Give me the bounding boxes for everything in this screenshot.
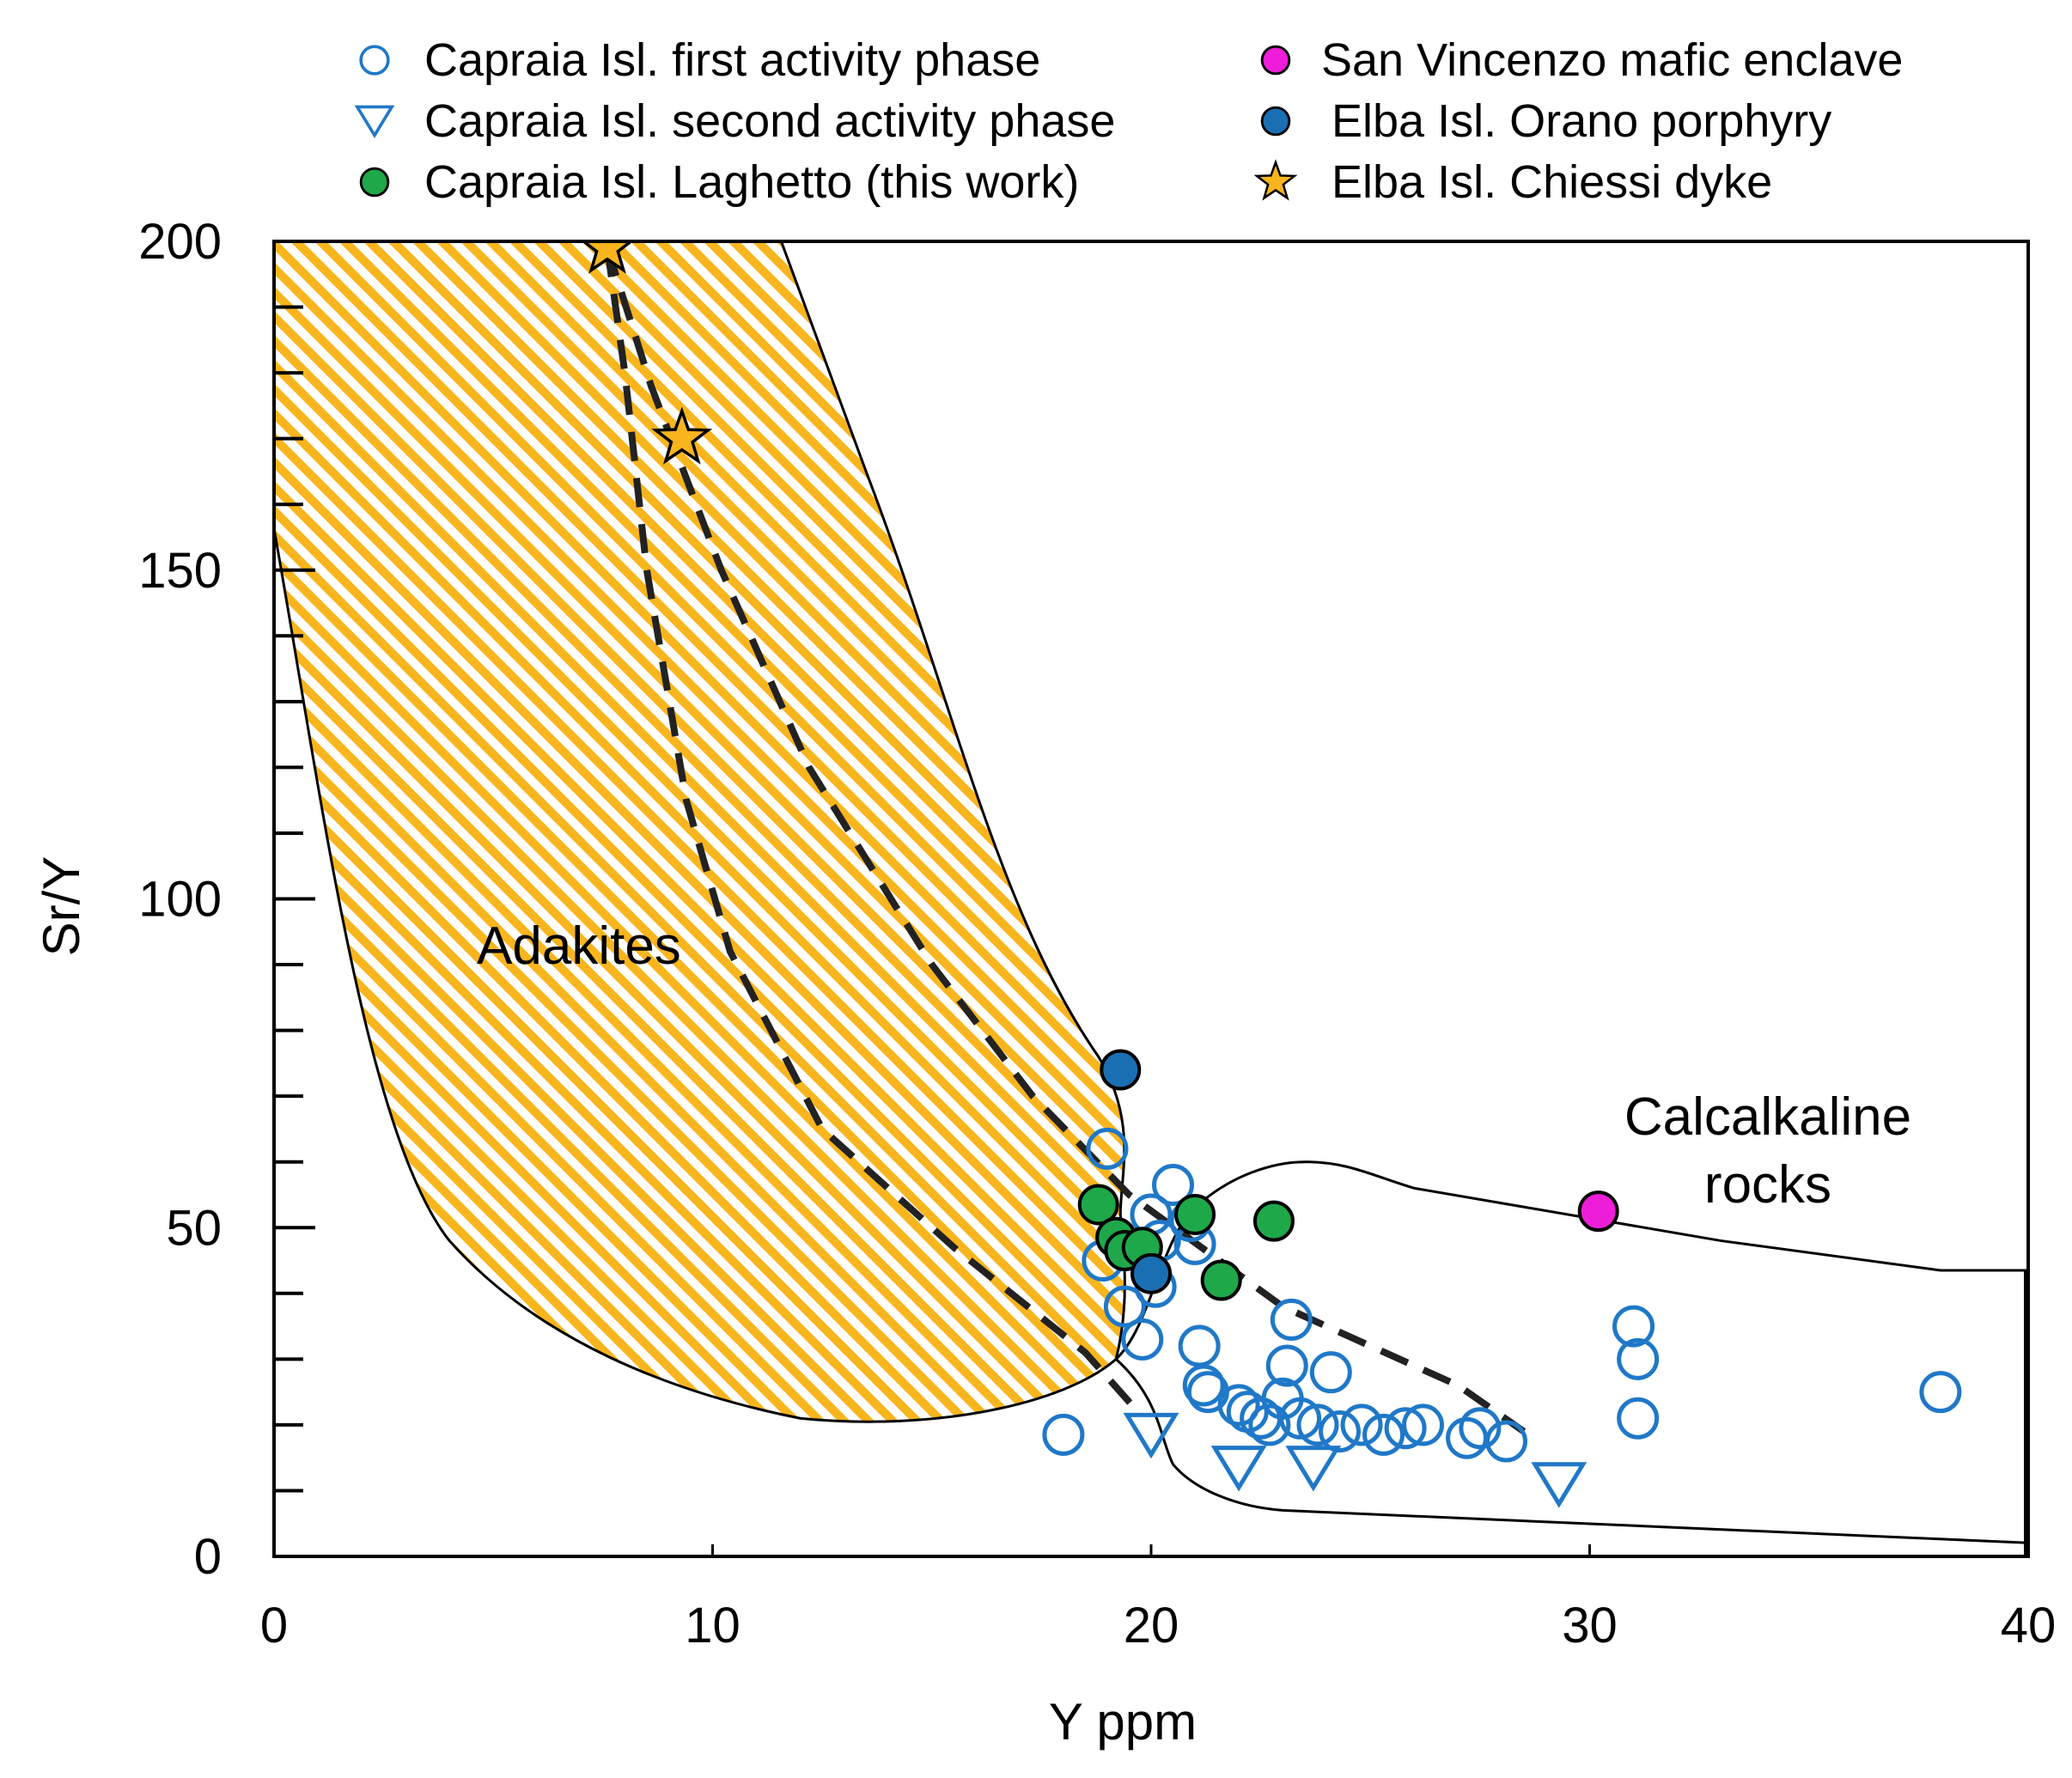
data-point-s0-23 — [1309, 1351, 1352, 1394]
x-axis-title: Y ppm — [1049, 1693, 1197, 1751]
data-point-s5-0 — [581, 241, 634, 274]
data-point-s1-1 — [1210, 1446, 1267, 1492]
data-point-s0-33 — [1617, 1337, 1660, 1380]
data-point-s2-6 — [1200, 1259, 1242, 1301]
data-point-s0-35 — [1919, 1371, 1962, 1414]
data-point-s0-3 — [1103, 1285, 1146, 1328]
x-tick-label: 30 — [1562, 1598, 1618, 1653]
data-point-s2-5 — [1252, 1200, 1295, 1242]
trend-2-line — [604, 247, 1527, 1434]
legend-marker-shape — [359, 167, 390, 198]
legend-marker-laghetto — [359, 167, 390, 198]
data-point-s0-32 — [1612, 1305, 1655, 1348]
y-tick-label: 150 — [138, 543, 222, 599]
legend-marker-second-phase — [354, 105, 395, 139]
data-point-s0-31 — [1485, 1420, 1528, 1463]
calcalkaline-label-line1: Calcalkaline — [1624, 1087, 1911, 1147]
legend-marker-chiessi — [1253, 159, 1298, 201]
data-point-s0-30 — [1459, 1407, 1502, 1450]
data-point-s2-0 — [1077, 1184, 1119, 1226]
legend-item-first-phase: Capraia Isl. first activity phase — [359, 34, 1040, 86]
data-point-s0-4 — [1121, 1318, 1164, 1361]
legend-item-orano: Elba Isl. Orano porphyry — [1260, 95, 1831, 147]
legend-marker-shape — [1253, 159, 1298, 201]
y-tick-label: 200 — [138, 214, 222, 270]
x-tick-label: 10 — [685, 1598, 740, 1653]
data-point-s0-11 — [1178, 1324, 1221, 1367]
data-point-s0-0 — [1042, 1413, 1085, 1456]
data-point-s0-8 — [1152, 1163, 1195, 1206]
x-tick-label: 0 — [260, 1598, 288, 1653]
data-point-s0-34 — [1617, 1397, 1660, 1440]
x-tick-label: 20 — [1124, 1598, 1179, 1653]
y-tick-label: 0 — [194, 1529, 222, 1585]
data-point-s4-0 — [1100, 1049, 1142, 1091]
legend-label-orano: Elba Isl. Orano porphyry — [1332, 95, 1831, 147]
y-axis-title: Sr/Y — [33, 856, 90, 957]
data-point-s0-14 — [1217, 1384, 1260, 1427]
axes: 0 10 20 30 40 0 50 100 150 200 — [138, 214, 2056, 1653]
legend-marker-shape — [1260, 106, 1291, 137]
data-point-s0-25 — [1340, 1404, 1383, 1446]
legend: Capraia Isl. first activity phase Caprai… — [354, 34, 1903, 208]
legend-item-second-phase: Capraia Isl. second activity phase — [354, 95, 1115, 147]
data-point-s0-26 — [1362, 1413, 1405, 1456]
y-tick-label: 100 — [138, 872, 222, 928]
data-point-s3-0 — [1577, 1190, 1619, 1233]
data-point-s1-2 — [1285, 1446, 1342, 1492]
data-point-s0-17 — [1248, 1404, 1291, 1446]
legend-item-laghetto: Capraia Isl. Laghetto (this work) — [359, 156, 1079, 208]
data-point-s4-1 — [1130, 1252, 1172, 1294]
legend-item-chiessi: Elba Isl. Chiessi dyke — [1253, 156, 1772, 208]
legend-label-laghetto: Capraia Isl. Laghetto (this work) — [424, 156, 1079, 208]
adakites-label: Adakites — [477, 916, 681, 976]
data-point-s0-24 — [1319, 1410, 1362, 1453]
legend-item-san-vincenzo: San Vincenzo mafic enclave — [1260, 34, 1903, 86]
x-tick-label: 40 — [2001, 1598, 2057, 1653]
data-point-s0-20 — [1270, 1298, 1313, 1341]
data-point-s0-12 — [1182, 1364, 1225, 1407]
calcalkaline-field — [1115, 1160, 2028, 1544]
legend-label-first-phase: Capraia Isl. first activity phase — [424, 34, 1040, 86]
legend-marker-shape — [354, 105, 395, 139]
trend-1-line — [604, 247, 1141, 1415]
data-point-s0-21 — [1279, 1397, 1322, 1440]
data-point-s0-27 — [1384, 1407, 1427, 1450]
data-point-s0-22 — [1296, 1404, 1339, 1446]
legend-marker-orano — [1260, 106, 1291, 137]
data-point-s0-1 — [1086, 1127, 1129, 1170]
data-point-s1-0 — [1123, 1412, 1179, 1459]
data-point-s5-1 — [651, 406, 713, 465]
trend-lines — [604, 247, 1527, 1434]
legend-label-san-vincenzo: San Vincenzo mafic enclave — [1321, 34, 1903, 86]
plot-area — [274, 241, 2028, 1544]
data-point-s0-28 — [1402, 1404, 1445, 1446]
data-markers — [581, 241, 1962, 1508]
legend-label-chiessi: Elba Isl. Chiessi dyke — [1332, 156, 1772, 208]
data-point-s0-29 — [1446, 1416, 1489, 1459]
adakites-field — [274, 241, 1126, 1423]
legend-marker-first-phase — [359, 45, 390, 76]
data-point-s2-4 — [1174, 1193, 1216, 1235]
legend-marker-shape — [359, 45, 390, 76]
data-point-s1-3 — [1531, 1462, 1588, 1508]
y-tick-label: 50 — [166, 1200, 222, 1256]
legend-label-second-phase: Capraia Isl. second activity phase — [424, 95, 1115, 147]
legend-marker-shape — [1260, 45, 1291, 76]
data-point-s0-19 — [1265, 1344, 1308, 1387]
calcalkaline-label-line2: rocks — [1704, 1155, 1831, 1215]
legend-marker-san-vincenzo — [1260, 45, 1291, 76]
